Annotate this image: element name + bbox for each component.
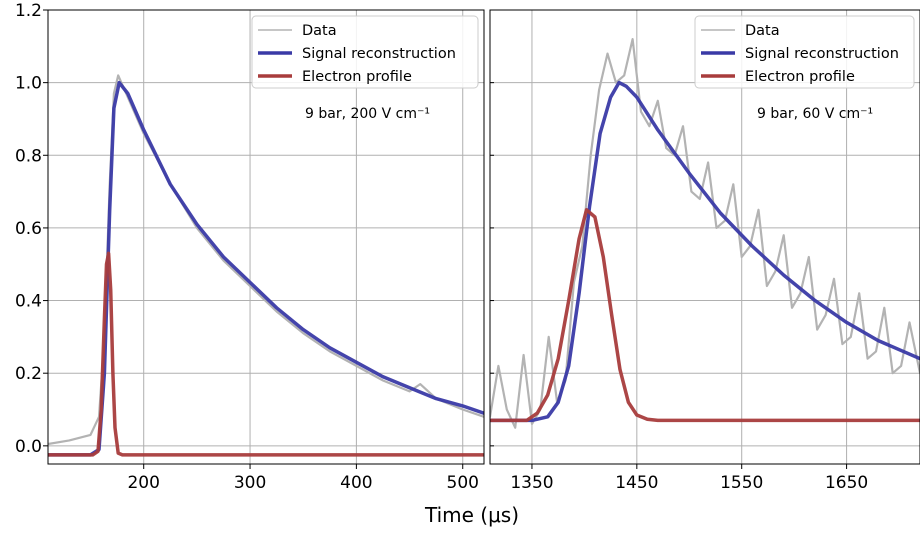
x-axis-label: Time (μs) bbox=[424, 503, 519, 527]
left-x-tick-label: 200 bbox=[127, 473, 159, 493]
left-y-tick-label: 0.0 bbox=[15, 437, 42, 457]
left-y-tick-label: 0.2 bbox=[15, 364, 42, 384]
right-legend-label: Data bbox=[745, 23, 780, 39]
right-legend-box bbox=[694, 15, 915, 89]
left-legend-label: Data bbox=[302, 23, 337, 39]
right-x-tick-label: 1650 bbox=[825, 473, 868, 493]
left-legend-label: Electron profile bbox=[302, 69, 412, 85]
left-legend: Data Signal reconstruction Electron profil… bbox=[251, 15, 479, 89]
left-y-tick-label: 1.2 bbox=[15, 1, 42, 21]
right-x-tick-label: 1350 bbox=[510, 473, 553, 493]
left-series bbox=[48, 74, 484, 457]
left-y-tick-label: 0.4 bbox=[15, 292, 42, 312]
right-annotation: 9 bar, 60 V cm⁻¹ bbox=[757, 106, 873, 122]
right-legend: Data Signal reconstruction Electron profil… bbox=[694, 15, 915, 89]
left-series-electron-profile bbox=[48, 251, 484, 457]
left-ticks: 200 300 400 500 0.0 0.2 0.4 0.6 0.8 1.0 1.2 bbox=[15, 1, 479, 493]
left-y-tick-label: 1.0 bbox=[15, 74, 42, 94]
panel-left: 200 300 400 500 0.0 0.2 0.4 0.6 0.8 1.0 1.2 Data Si… bbox=[15, 1, 485, 493]
left-annotation: 9 bar, 200 V cm⁻¹ bbox=[305, 106, 430, 122]
right-legend-label: Electron profile bbox=[745, 69, 855, 85]
left-x-tick-label: 500 bbox=[447, 473, 479, 493]
left-legend-label: Signal reconstruction bbox=[302, 46, 456, 62]
left-plot-frame bbox=[47, 9, 485, 465]
right-x-tick-label: 1550 bbox=[720, 473, 763, 493]
panel-right: 1350 1450 1550 1650 Data Signal reconstructi… bbox=[489, 9, 920, 493]
right-series-electron-profile bbox=[490, 208, 920, 423]
right-legend-label: Signal reconstruction bbox=[745, 46, 899, 62]
right-series-signal-reconstruction bbox=[490, 80, 920, 423]
left-x-tick-label: 400 bbox=[340, 473, 372, 493]
right-plot-frame bbox=[489, 9, 920, 465]
left-y-tick-label: 0.8 bbox=[15, 146, 42, 166]
left-legend-box bbox=[251, 15, 479, 89]
right-x-tick-label: 1450 bbox=[615, 473, 658, 493]
right-ticks: 1350 1450 1550 1650 bbox=[490, 9, 868, 493]
left-x-tick-label: 300 bbox=[234, 473, 266, 493]
right-series bbox=[490, 37, 920, 429]
left-y-tick-label: 0.6 bbox=[15, 219, 42, 239]
